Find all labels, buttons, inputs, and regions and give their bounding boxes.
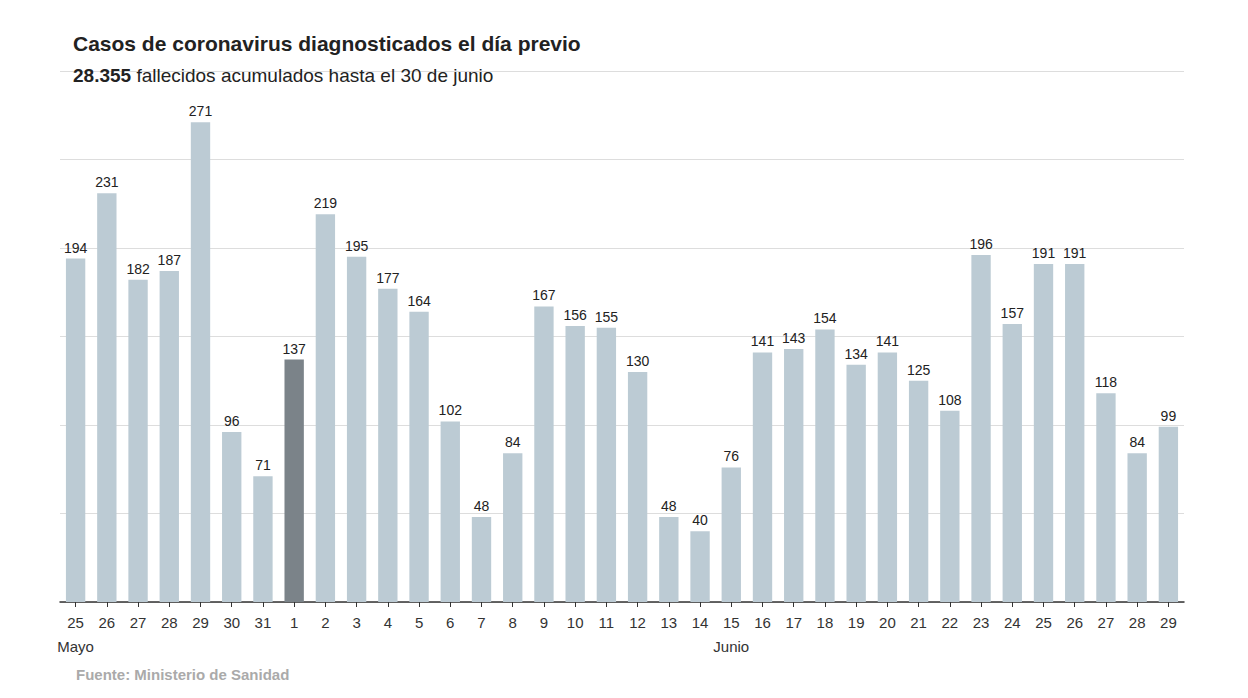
svg-text:219: 219 [314,195,338,211]
svg-text:19: 19 [848,614,865,631]
svg-text:23: 23 [973,614,990,631]
svg-text:191: 191 [1032,245,1056,261]
svg-text:9: 9 [540,614,548,631]
svg-text:108: 108 [938,392,962,408]
svg-text:28: 28 [1129,614,1146,631]
svg-text:28.355: 28.355 [73,65,132,86]
svg-text:fallecidos acumulados hasta el: fallecidos acumulados hasta el 30 de jun… [131,65,493,86]
svg-text:29: 29 [1160,614,1177,631]
svg-text:17: 17 [785,614,802,631]
svg-text:5: 5 [415,614,423,631]
svg-text:130: 130 [626,353,650,369]
svg-text:137: 137 [282,341,306,357]
svg-text:30: 30 [223,614,240,631]
svg-text:27: 27 [130,614,147,631]
svg-text:125: 125 [907,362,931,378]
svg-text:7: 7 [477,614,485,631]
svg-text:271: 271 [189,103,213,119]
svg-text:1: 1 [290,614,298,631]
svg-text:96: 96 [224,413,240,429]
svg-text:27: 27 [1098,614,1115,631]
svg-text:22: 22 [941,614,958,631]
svg-text:6: 6 [446,614,454,631]
svg-text:164: 164 [407,293,431,309]
svg-text:28: 28 [161,614,178,631]
svg-text:48: 48 [474,498,490,514]
svg-text:13: 13 [660,614,677,631]
svg-text:156: 156 [563,307,587,323]
svg-text:25: 25 [67,614,84,631]
svg-text:2: 2 [321,614,329,631]
svg-text:157: 157 [1001,305,1025,321]
svg-text:118: 118 [1095,374,1118,390]
svg-text:16: 16 [754,614,771,631]
svg-text:134: 134 [844,346,868,362]
svg-text:194: 194 [64,240,88,256]
svg-text:141: 141 [876,333,900,349]
svg-text:18: 18 [817,614,834,631]
svg-text:84: 84 [505,434,521,450]
svg-text:Junio: Junio [713,638,749,655]
svg-text:191: 191 [1063,245,1087,261]
svg-text:182: 182 [126,261,150,277]
svg-text:20: 20 [879,614,896,631]
svg-text:25: 25 [1035,614,1052,631]
svg-text:29: 29 [192,614,209,631]
svg-text:102: 102 [439,402,463,418]
svg-text:143: 143 [782,330,806,346]
svg-text:26: 26 [98,614,115,631]
svg-text:231: 231 [95,174,119,190]
svg-text:10: 10 [567,614,584,631]
svg-text:8: 8 [509,614,517,631]
svg-text:155: 155 [595,309,619,325]
svg-text:99: 99 [1161,408,1177,424]
svg-text:71: 71 [255,457,271,473]
svg-text:24: 24 [1004,614,1021,631]
svg-text:40: 40 [692,512,708,528]
svg-text:48: 48 [661,498,677,514]
svg-text:Fuente: Ministerio de Sanidad: Fuente: Ministerio de Sanidad [76,666,289,683]
svg-text:3: 3 [352,614,360,631]
svg-text:31: 31 [255,614,272,631]
svg-text:195: 195 [345,238,369,254]
svg-text:Casos de coronavirus diagnosti: Casos de coronavirus diagnosticados el d… [73,32,581,55]
svg-text:26: 26 [1066,614,1083,631]
svg-text:12: 12 [629,614,646,631]
svg-text:167: 167 [532,287,556,303]
svg-text:Mayo: Mayo [57,638,94,655]
svg-text:76: 76 [723,448,739,464]
svg-text:187: 187 [158,252,182,268]
svg-text:11: 11 [599,614,615,631]
svg-text:177: 177 [376,270,400,286]
svg-text:4: 4 [384,614,392,631]
svg-text:154: 154 [813,310,837,326]
svg-text:15: 15 [723,614,740,631]
svg-text:196: 196 [969,236,993,252]
svg-text:21: 21 [910,614,927,631]
svg-text:141: 141 [751,333,775,349]
svg-text:84: 84 [1129,434,1145,450]
svg-text:14: 14 [692,614,709,631]
